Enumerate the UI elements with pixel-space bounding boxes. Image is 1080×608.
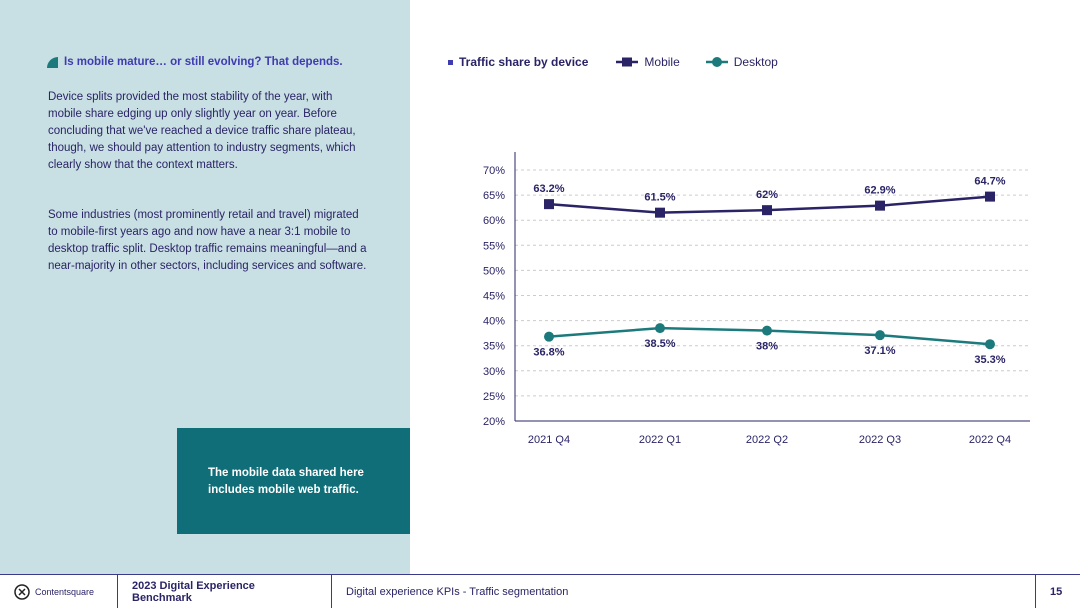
footer: Contentsquare 2023 Digital Experience Be… — [0, 574, 1080, 608]
x-tick-label: 2022 Q4 — [969, 434, 1011, 446]
data-label: 38.5% — [644, 338, 675, 350]
data-point — [544, 199, 554, 210]
data-point — [875, 200, 885, 211]
y-tick-label: 55% — [483, 240, 505, 252]
section-heading: Is mobile mature… or still evolving? Tha… — [47, 56, 343, 68]
legend-desktop: Desktop — [705, 55, 778, 69]
y-tick-label: 35% — [483, 341, 505, 353]
y-tick-label: 30% — [483, 366, 505, 378]
note-box: The mobile data shared here includes mob… — [177, 428, 410, 534]
y-tick-label: 40% — [483, 316, 505, 328]
data-point — [762, 205, 772, 216]
footer-report: 2023 Digital Experience Benchmark — [118, 575, 332, 608]
y-tick-label: 45% — [483, 291, 505, 303]
data-label: 61.5% — [644, 192, 675, 204]
y-tick-label: 60% — [483, 215, 505, 227]
y-tick-label: 70% — [483, 165, 505, 177]
line-chart: 20% 25% 30% 35% 40% 45% 50% 55% 60% 65% 70% 2021 Q4… — [483, 152, 1030, 446]
leaf-icon — [47, 56, 58, 68]
legend-label: Mobile — [644, 55, 680, 69]
x-tick-label: 2022 Q2 — [746, 434, 788, 446]
paragraph: Some industries (most prominently retail… — [48, 209, 367, 272]
footer-section: Digital experience KPIs - Traffic segmen… — [332, 575, 1036, 608]
data-point — [762, 325, 772, 336]
data-label: 35.3% — [974, 354, 1005, 366]
y-tick-label: 25% — [483, 391, 505, 403]
data-label: 37.1% — [864, 345, 895, 357]
contentsquare-logo-icon — [14, 583, 30, 600]
x-tick-label: 2022 Q3 — [859, 434, 901, 446]
logo-text: Contentsquare — [35, 586, 95, 597]
data-point — [875, 330, 885, 341]
data-label: 62% — [756, 189, 778, 201]
data-label: 36.8% — [533, 347, 564, 359]
footer-logo: Contentsquare — [0, 575, 118, 608]
chart-legend: Traffic share by device Mobile Desktop — [448, 55, 804, 69]
x-tick-label: 2021 Q4 — [528, 434, 570, 446]
data-point — [985, 191, 995, 202]
paragraph: Device splits provided the most stabilit… — [48, 91, 356, 171]
y-tick-label: 50% — [483, 265, 505, 277]
data-label: 62.9% — [864, 185, 895, 197]
bullet-icon — [448, 59, 453, 65]
data-point — [655, 207, 665, 218]
y-tick-label: 65% — [483, 190, 505, 202]
chart-title: Traffic share by device — [459, 55, 589, 69]
data-label: 38% — [756, 341, 778, 353]
heading-text: Is mobile mature… or still evolving? Tha… — [64, 56, 343, 68]
data-label: 63.2% — [533, 183, 564, 195]
legend-mobile: Mobile — [616, 55, 680, 69]
legend-label: Desktop — [733, 55, 778, 69]
data-point — [655, 323, 665, 334]
x-tick-label: 2022 Q1 — [639, 434, 681, 446]
page-number: 15 — [1050, 585, 1063, 598]
data-point — [985, 339, 995, 350]
data-point — [544, 331, 554, 342]
y-tick-label: 20% — [483, 416, 505, 428]
data-label: 64.7% — [974, 176, 1005, 188]
